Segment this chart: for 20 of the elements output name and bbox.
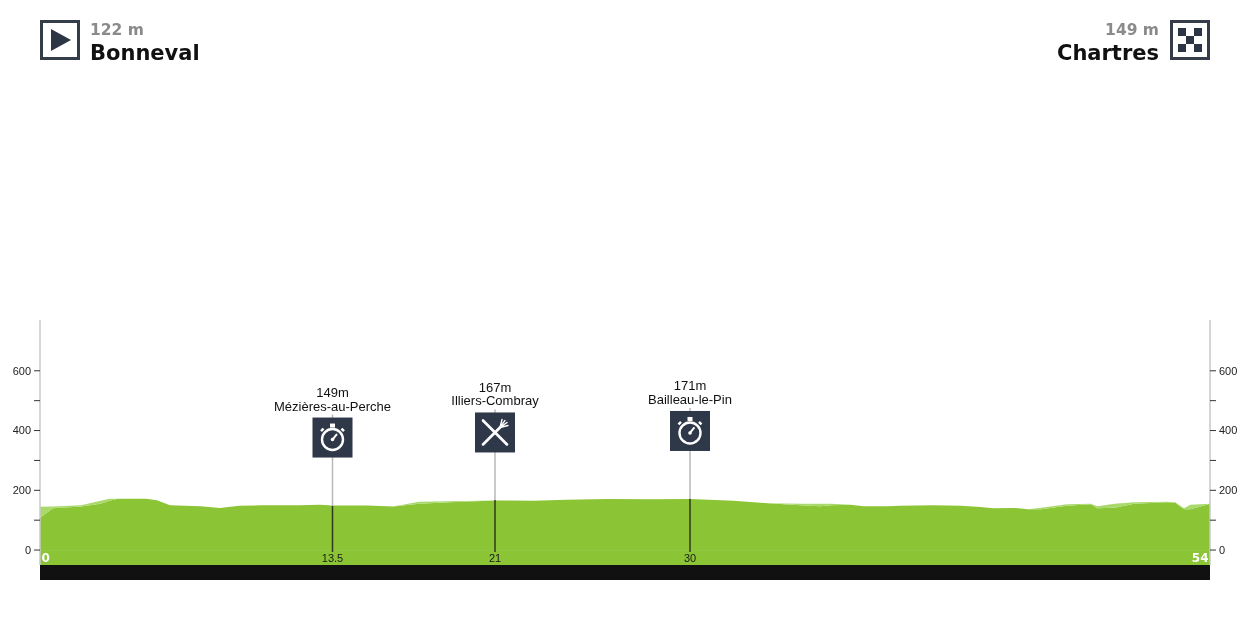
ref-line-label: 149m Mézières-au-Perche [273,385,392,414]
y2-tick-label: 600 [1219,364,1238,377]
x-tick-label: 13.5 [321,552,344,564]
text: Chartres [1056,41,1159,65]
y-tick-label: 400 [12,424,31,437]
y2-tick-label: 400 [1219,424,1238,437]
ref-line-label: 171m Bailleau-le-Pin [648,378,732,407]
x-tick-label: 30 [683,552,697,564]
x-tick-label: 54 [1191,551,1209,565]
y2-tick-label: 200 [1219,484,1238,497]
x-tick-label: 21 [488,552,502,564]
y-tick-label: 200 [12,484,31,497]
y-tick-label: 0 [24,543,31,556]
x-tick-label: 0 [41,551,50,565]
y-tick-label: 600 [12,364,31,377]
text: 149 m [1105,21,1159,39]
text: Bonneval [90,41,200,65]
text: 122 m [90,21,144,39]
ref-line-label: 167m Illiers-Combray [451,379,540,409]
y2-tick-label: 0 [1219,543,1226,556]
